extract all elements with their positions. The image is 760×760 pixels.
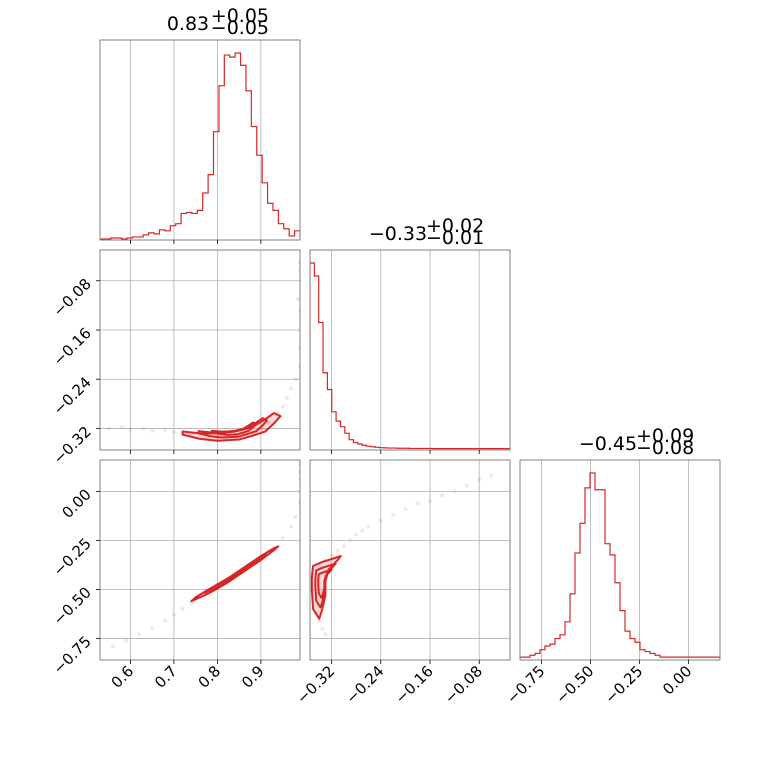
- x-tick-label-p2-1: −0.50: [552, 662, 597, 707]
- x-tick-label-p0-2: 0.8: [195, 662, 225, 692]
- sample-point-6: [180, 607, 185, 612]
- y-tick-label-p1-2: −0.16: [50, 324, 95, 369]
- title-p1: −0.33: [369, 223, 427, 245]
- title-minus-p2: −0.08: [636, 437, 694, 459]
- sample-point-6: [317, 563, 322, 568]
- panel-2-0: [111, 461, 300, 649]
- sample-point-5: [163, 427, 168, 432]
- contour-inner-1: [215, 559, 257, 587]
- sample-point-4: [163, 618, 168, 623]
- sample-point-17: [267, 420, 272, 425]
- sample-point-19: [428, 499, 432, 504]
- title-minus-p1: −0.01: [426, 227, 484, 249]
- x-tick-label-p2-0: −0.75: [503, 662, 548, 707]
- sample-point-18: [415, 501, 420, 506]
- sample-point-13: [360, 528, 365, 533]
- contour-inner-1: [317, 568, 333, 599]
- x-tick-label-p2-2: −0.25: [601, 662, 646, 707]
- sample-point-0: [111, 644, 116, 649]
- title-p0: 0.83: [167, 13, 209, 35]
- y-tick-label-p1-0: −0.32: [50, 423, 95, 468]
- panel-frame-1-1: [309, 249, 511, 451]
- histogram-p0: [100, 52, 300, 240]
- sample-point-27: [295, 297, 300, 302]
- panel-1-1: [310, 262, 510, 450]
- sample-point-0: [106, 426, 111, 431]
- y-tick-label-p2-0: −0.75: [50, 633, 95, 678]
- sample-point-22: [293, 377, 298, 382]
- panel-frame-2-2: [519, 459, 721, 661]
- x-tick-label-p1-1: −0.24: [342, 662, 387, 707]
- y-tick-label-p2-2: −0.25: [50, 534, 95, 579]
- x-tick-label-p0-3: 0.9: [238, 662, 268, 692]
- histogram-p1: [310, 262, 510, 450]
- x-tick-label-p2-3: 0.00: [659, 662, 695, 698]
- panel-frame-2-0: [99, 459, 301, 661]
- y-tick-label-p2-1: −0.50: [50, 584, 95, 629]
- sample-point-20: [284, 395, 289, 400]
- sample-point-20: [440, 493, 445, 498]
- sample-point-1: [124, 638, 129, 643]
- x-tick-label-p0-0: 0.6: [108, 662, 138, 692]
- sample-point-16: [293, 514, 298, 519]
- y-tick-label-p1-1: −0.24: [50, 373, 95, 418]
- panel-frame-2-1: [309, 459, 511, 661]
- sample-point-3: [323, 632, 328, 637]
- x-tick-label-p0-1: 0.7: [151, 662, 181, 692]
- sample-point-3: [150, 626, 155, 631]
- sample-point-15: [289, 524, 294, 529]
- title-minus-p0: −0.05: [211, 17, 269, 39]
- sample-point-4: [150, 428, 155, 433]
- panel-2-2: [520, 472, 720, 659]
- contour-inner-1: [210, 421, 257, 436]
- sample-point-2: [128, 427, 133, 432]
- panel-2-1: [310, 473, 494, 637]
- title-plus-p0: +0.05: [211, 5, 269, 27]
- histogram-p2: [520, 472, 720, 659]
- panel-frame-1-0: [99, 249, 301, 451]
- sample-point-7: [189, 601, 194, 606]
- sample-point-23: [477, 477, 482, 482]
- sample-point-14: [280, 536, 285, 541]
- panel-frame-0-0: [99, 39, 301, 241]
- sample-point-8: [329, 554, 334, 559]
- sample-point-2: [320, 626, 325, 631]
- sample-point-3: [141, 426, 146, 431]
- sample-point-11: [348, 538, 352, 543]
- sample-point-15: [378, 518, 383, 523]
- sample-point-17: [403, 507, 408, 512]
- title-p2: −0.45: [579, 433, 637, 455]
- sample-point-9: [335, 548, 340, 553]
- sample-point-10: [341, 544, 346, 549]
- x-tick-label-p1-2: −0.16: [392, 662, 437, 707]
- title-plus-p1: +0.02: [426, 215, 484, 237]
- sample-point-22: [464, 483, 469, 488]
- panel-1-0: [106, 260, 300, 442]
- contour-fill: [311, 556, 341, 619]
- sample-point-12: [354, 532, 359, 537]
- sample-point-6: [171, 430, 176, 435]
- sample-point-16: [391, 512, 396, 517]
- x-tick-label-p1-3: −0.08: [441, 662, 486, 707]
- sample-point-19: [280, 404, 285, 409]
- x-tick-label-p1-0: −0.32: [293, 662, 338, 707]
- sample-point-24: [489, 473, 494, 478]
- sample-point-21: [452, 489, 457, 494]
- sample-point-1: [317, 618, 322, 623]
- sample-point-1: [119, 425, 124, 430]
- panel-0-0: [100, 52, 300, 240]
- sample-point-2: [137, 632, 142, 637]
- sample-point-14: [366, 524, 371, 529]
- sample-point-21: [289, 386, 294, 391]
- y-tick-label-p1-3: −0.08: [50, 275, 95, 320]
- y-tick-label-p2-3: 0.00: [58, 485, 94, 521]
- contour-outer: [181, 412, 282, 442]
- sample-point-5: [171, 612, 176, 617]
- title-plus-p2: +0.09: [636, 425, 694, 447]
